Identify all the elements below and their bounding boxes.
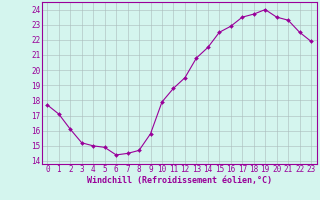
X-axis label: Windchill (Refroidissement éolien,°C): Windchill (Refroidissement éolien,°C): [87, 176, 272, 185]
